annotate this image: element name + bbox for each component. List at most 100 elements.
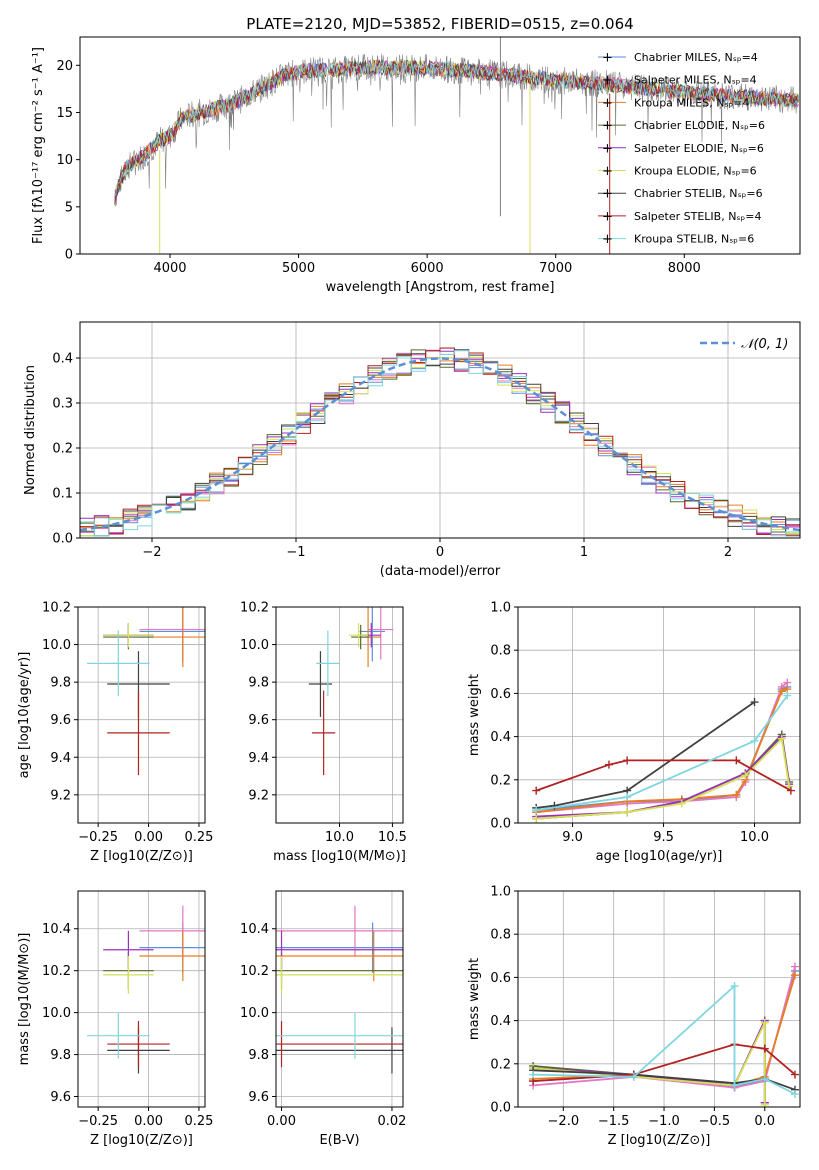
legend-marker: +: [602, 73, 613, 88]
weight-point-kroupa-stelib: [529, 1070, 538, 1079]
ebv-vs-mass-panel: 0.00 0.02 9.6 9.8 10.0 10.2 10.4 E(B-V): [240, 890, 406, 1148]
y-axis-label: mass weight: [467, 674, 482, 756]
weight-point-kroupa-elodie: [677, 799, 686, 808]
y-tick-label: 0.1: [52, 487, 73, 502]
y-tick-label: 5: [65, 200, 73, 215]
weight-point-kroupa-elodie: [741, 771, 750, 780]
weight-line-salpeter-elodie: [533, 1020, 766, 1103]
x-tick-label: −1.0: [648, 1114, 680, 1129]
mass-vs-age-panel: 10.0 10.5 9.2 9.4 9.6 9.8 10.0 10.2 mass [log10(…: [240, 601, 407, 865]
x-axis-label: Z [log10(Z/Z⊙)]: [90, 1133, 193, 1148]
gaussian-curve: [80, 357, 800, 532]
x-tick-label: 10.0: [325, 830, 354, 845]
y-tick-label: 0.6: [490, 687, 511, 702]
legend-entry: Salpeter MILES, Nₛₚ=4: [634, 74, 757, 87]
y-tick-label: 10.2: [42, 964, 71, 979]
legend-marker: +: [602, 141, 613, 156]
weight-point-chabrier-stelib: [550, 801, 559, 810]
x-tick-label: 0.0: [754, 1114, 775, 1129]
weight-point-salpeter-stelib: [786, 786, 795, 795]
y-tick-label: 0.2: [490, 773, 511, 788]
weight-point-salpeter-stelib: [532, 786, 541, 795]
weight-line-kroupa-miles: [536, 688, 788, 814]
y-tick-label: 9.4: [248, 751, 269, 766]
weight-point-chabrier-stelib: [750, 698, 759, 707]
y-tick-label: 9.2: [50, 788, 71, 803]
x-tick-label: 0.25: [184, 1114, 213, 1129]
legend-entry: Salpeter ELODIE, Nₛₚ=6: [634, 142, 764, 155]
y-tick-label: 9.4: [50, 751, 71, 766]
spectrum-title: PLATE=2120, MJD=53852, FIBERID=0515, z=0…: [246, 15, 633, 33]
weight-line-salpeter-miles: [536, 681, 788, 814]
y-tick-label: 9.6: [50, 1090, 71, 1105]
weight-point-salpeter-stelib: [732, 756, 741, 765]
x-tick-label: −0.25: [78, 830, 118, 845]
y-axis-label: Flux [fλ10⁻¹⁷ erg cm⁻² s⁻¹ A⁻¹]: [31, 47, 46, 244]
weight-point-kroupa-miles: [732, 790, 741, 799]
legend-marker: +: [602, 51, 613, 66]
weight-line-kroupa-stelib: [536, 695, 789, 811]
gaussian-legend-label: 𝒩(0, 1): [741, 337, 788, 352]
legend-entry: Salpeter STELIB, Nₛₚ=4: [634, 210, 761, 223]
weight-vs-z-panel: −2.0 −1.5 −1.0 −0.5 0.0 0.0 0.2 0.4 0.6 0.8 1.0 Z […: [467, 885, 801, 1148]
x-tick-label: 2: [724, 545, 732, 560]
axes-frame: [275, 890, 404, 1108]
y-tick-label: 0.2: [52, 442, 73, 457]
weight-point-kroupa-elodie: [760, 1100, 769, 1107]
x-tick-label: 7000: [539, 261, 572, 276]
weight-point-kroupa-stelib: [783, 691, 792, 700]
y-axis-label: mass [log10(M/M⊙)]: [17, 933, 32, 1066]
y-tick-label: 1.0: [490, 601, 511, 616]
x-tick-label: 0.02: [377, 1114, 406, 1129]
legend-marker: +: [602, 209, 613, 224]
legend-marker: +: [602, 96, 613, 111]
model-spectrum-kroupa-stelib: [114, 60, 800, 197]
y-tick-label: 15: [56, 106, 73, 121]
weight-point-salpeter-stelib: [604, 760, 613, 769]
y-tick-label: 0.4: [52, 352, 73, 367]
plot-area: [276, 905, 403, 1074]
weight-point-kroupa-elodie: [760, 1018, 769, 1027]
legend-marker: +: [602, 119, 613, 134]
weight-vs-age-panel: 9.0 9.5 10.0 0.0 0.2 0.4 0.6 0.8 1.0 age [log10(a…: [467, 601, 801, 864]
x-axis-label: mass [log10(M/M⊙)]: [273, 849, 406, 864]
plot-area: [114, 37, 800, 254]
x-tick-label: 8000: [668, 261, 701, 276]
legend-entry: Chabrier ELODIE, Nₛₚ=6: [634, 119, 765, 132]
axes-frame: [517, 890, 801, 1108]
weight-line-chabrier-stelib: [536, 701, 756, 809]
z-vs-age-panel: −0.25 0.00 0.25 9.2 9.4 9.6 9.8 10.0 10.2 Z [log1…: [17, 601, 213, 865]
axes-frame: [79, 321, 801, 539]
legend-entry: Chabrier STELIB, Nₛₚ=6: [634, 187, 763, 200]
legend-marker: +: [602, 164, 613, 179]
y-tick-label: 9.8: [50, 1048, 71, 1063]
legend-marker: +: [602, 187, 613, 202]
weight-point-kroupa-elodie: [532, 814, 541, 823]
y-tick-label: 10.2: [240, 964, 269, 979]
y-tick-label: 9.8: [50, 676, 71, 691]
y-tick-label: 10.4: [42, 922, 71, 937]
x-tick-label: −1: [286, 545, 305, 560]
x-axis-label: age [log10(age/yr)]: [596, 849, 723, 864]
y-tick-label: 0.8: [490, 928, 511, 943]
y-tick-label: 0.8: [490, 644, 511, 659]
axes-frame: [77, 606, 206, 824]
y-tick-label: 0.4: [490, 730, 511, 745]
x-tick-label: −0.25: [78, 1114, 118, 1129]
y-tick-label: 9.6: [248, 713, 269, 728]
axes-frame: [275, 606, 404, 824]
y-tick-label: 0.0: [52, 532, 73, 547]
axes-frame: [77, 890, 206, 1108]
x-tick-label: 1: [580, 545, 588, 560]
x-tick-label: 4000: [153, 261, 186, 276]
y-tick-label: 0.6: [490, 971, 511, 986]
weight-point-salpeter-stelib: [760, 1044, 769, 1053]
y-tick-label: 10.0: [240, 1006, 269, 1021]
z-vs-mass-panel: −0.25 0.00 0.25 9.6 9.8 10.0 10.2 10.4 Z [log10(…: [17, 890, 213, 1148]
weight-point-kroupa-stelib: [730, 982, 739, 991]
y-tick-label: 0.3: [52, 397, 73, 412]
weight-point-kroupa-elodie: [777, 734, 786, 743]
y-tick-label: 0.0: [490, 1101, 511, 1116]
weight-point-kroupa-stelib: [730, 1081, 739, 1090]
weight-point-kroupa-stelib: [750, 736, 759, 745]
